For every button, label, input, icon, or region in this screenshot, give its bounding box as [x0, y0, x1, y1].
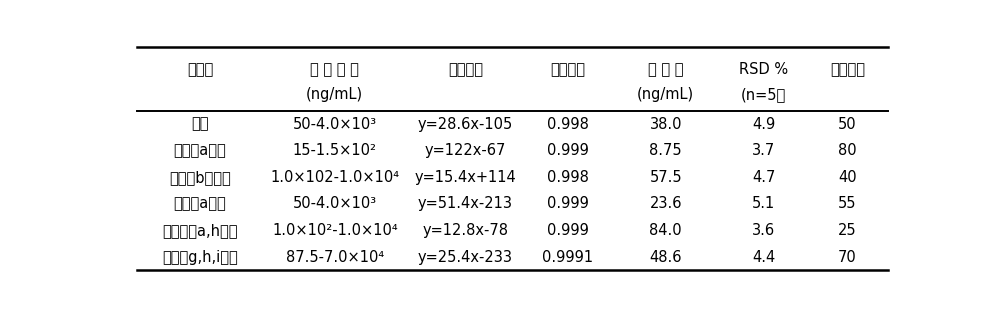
Text: y=51.4x-213: y=51.4x-213 [418, 197, 513, 212]
Text: 4.9: 4.9 [752, 117, 775, 132]
Text: 线 性 范 围: 线 性 范 围 [310, 62, 359, 77]
Text: 苯并（a）芘: 苯并（a）芘 [174, 197, 226, 212]
Text: 相关系数: 相关系数 [550, 62, 585, 77]
Text: 苯并（a）蒽: 苯并（a）蒽 [174, 143, 226, 158]
Text: 0.9991: 0.9991 [542, 250, 593, 265]
Text: 3.6: 3.6 [752, 223, 775, 238]
Text: 0.998: 0.998 [547, 117, 589, 132]
Text: 40: 40 [838, 170, 857, 185]
Text: (ng/mL): (ng/mL) [306, 87, 363, 102]
Text: 0.999: 0.999 [547, 197, 589, 212]
Text: 回归方程: 回归方程 [448, 62, 483, 77]
Text: 50: 50 [838, 117, 857, 132]
Text: (n=5）: (n=5） [741, 87, 786, 102]
Text: 80: 80 [838, 143, 857, 158]
Text: 48.6: 48.6 [649, 250, 682, 265]
Text: y=25.4x-233: y=25.4x-233 [418, 250, 513, 265]
Text: 5.1: 5.1 [752, 197, 775, 212]
Text: 4.4: 4.4 [752, 250, 775, 265]
Text: 1.0×102-1.0×10⁴: 1.0×102-1.0×10⁴ [270, 170, 399, 185]
Text: 55: 55 [838, 197, 857, 212]
Text: 检 出 限: 检 出 限 [648, 62, 683, 77]
Text: 8.75: 8.75 [649, 143, 682, 158]
Text: 荧蒽: 荧蒽 [191, 117, 209, 132]
Text: 1.0×10²-1.0×10⁴: 1.0×10²-1.0×10⁴ [272, 223, 398, 238]
Text: y=122x-67: y=122x-67 [425, 143, 506, 158]
Text: 0.999: 0.999 [547, 223, 589, 238]
Text: 38.0: 38.0 [649, 117, 682, 132]
Text: 苯并（b）荧蒽: 苯并（b）荧蒽 [169, 170, 231, 185]
Text: 50-4.0×10³: 50-4.0×10³ [293, 117, 377, 132]
Text: 0.999: 0.999 [547, 143, 589, 158]
Text: 57.5: 57.5 [649, 170, 682, 185]
Text: 分析物: 分析物 [187, 62, 213, 77]
Text: 25: 25 [838, 223, 857, 238]
Text: 84.0: 84.0 [649, 223, 682, 238]
Text: 苯并（g,h,i）芘: 苯并（g,h,i）芘 [162, 250, 238, 265]
Text: 富集倍数: 富集倍数 [830, 62, 865, 77]
Text: 4.7: 4.7 [752, 170, 775, 185]
Text: 二苯并（a,h）蒽: 二苯并（a,h）蒽 [162, 223, 238, 238]
Text: y=12.8x-78: y=12.8x-78 [423, 223, 509, 238]
Text: RSD %: RSD % [739, 62, 788, 77]
Text: (ng/mL): (ng/mL) [637, 87, 694, 102]
Text: 0.998: 0.998 [547, 170, 589, 185]
Text: y=15.4x+114: y=15.4x+114 [415, 170, 516, 185]
Text: 70: 70 [838, 250, 857, 265]
Text: 87.5-7.0×10⁴: 87.5-7.0×10⁴ [286, 250, 384, 265]
Text: 23.6: 23.6 [649, 197, 682, 212]
Text: 3.7: 3.7 [752, 143, 775, 158]
Text: 50-4.0×10³: 50-4.0×10³ [293, 197, 377, 212]
Text: 15-1.5×10²: 15-1.5×10² [293, 143, 377, 158]
Text: y=28.6x-105: y=28.6x-105 [418, 117, 513, 132]
